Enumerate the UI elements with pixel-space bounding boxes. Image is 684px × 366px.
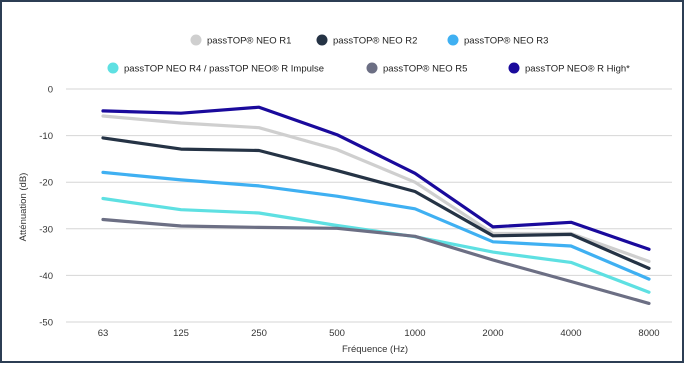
- y-tick-label: -10: [39, 131, 53, 142]
- x-axis-title: Fréquence (Hz): [342, 344, 408, 355]
- legend-marker: [447, 34, 459, 46]
- series-line-3: [101, 170, 651, 281]
- x-tick-label: 125: [173, 328, 189, 339]
- x-tick-label: 1000: [404, 328, 425, 339]
- x-tick-label: 250: [251, 328, 267, 339]
- legend-label: passTOP® NEO R3: [464, 36, 548, 47]
- y-tick-label: -20: [39, 178, 53, 189]
- y-axis-title: Atténuation (dB): [18, 173, 29, 242]
- legend-marker: [316, 34, 328, 46]
- x-tick-label: 8000: [638, 328, 659, 339]
- series-lines: [101, 105, 651, 305]
- gridlines: [66, 88, 672, 323]
- legend-label: passTOP NEO R4 / passTOP NEO® R Impulse: [124, 64, 324, 75]
- legend-label: passTOP® NEO R1: [207, 36, 291, 47]
- legend-marker: [366, 62, 378, 74]
- x-tick-label: 500: [329, 328, 345, 339]
- legend-label: passTOP® NEO R5: [383, 64, 467, 75]
- legend-marker: [107, 62, 119, 74]
- y-tick-label: 0: [48, 85, 53, 96]
- y-tick-label: -30: [39, 224, 53, 235]
- legend-marker: [190, 34, 202, 46]
- x-tick-label: 2000: [482, 328, 503, 339]
- y-tick-label: -50: [39, 318, 53, 329]
- series-line-1: [101, 114, 651, 263]
- y-tick-label: -40: [39, 271, 53, 282]
- series-line-6: [101, 105, 651, 251]
- legend: passTOP® NEO R1 passTOP® NEO R2 passTOP® N…: [107, 34, 630, 75]
- series-line-5: [101, 217, 651, 305]
- y-axis-ticks: 0 -10 -20 -30 -40 -50: [39, 85, 53, 329]
- series-line-2: [101, 136, 651, 270]
- legend-label: passTOP NEO® R High*: [525, 64, 630, 75]
- x-tick-label: 4000: [560, 328, 581, 339]
- x-tick-label: 63: [98, 328, 109, 339]
- x-axis-ticks: 63 125 250 500 1000 2000 4000 8000: [98, 328, 660, 339]
- legend-marker: [508, 62, 520, 74]
- line-chart: 0 -10 -20 -30 -40 -50 63 125 250 500 1000 2000 4000…: [18, 34, 672, 355]
- legend-label: passTOP® NEO R2: [333, 36, 417, 47]
